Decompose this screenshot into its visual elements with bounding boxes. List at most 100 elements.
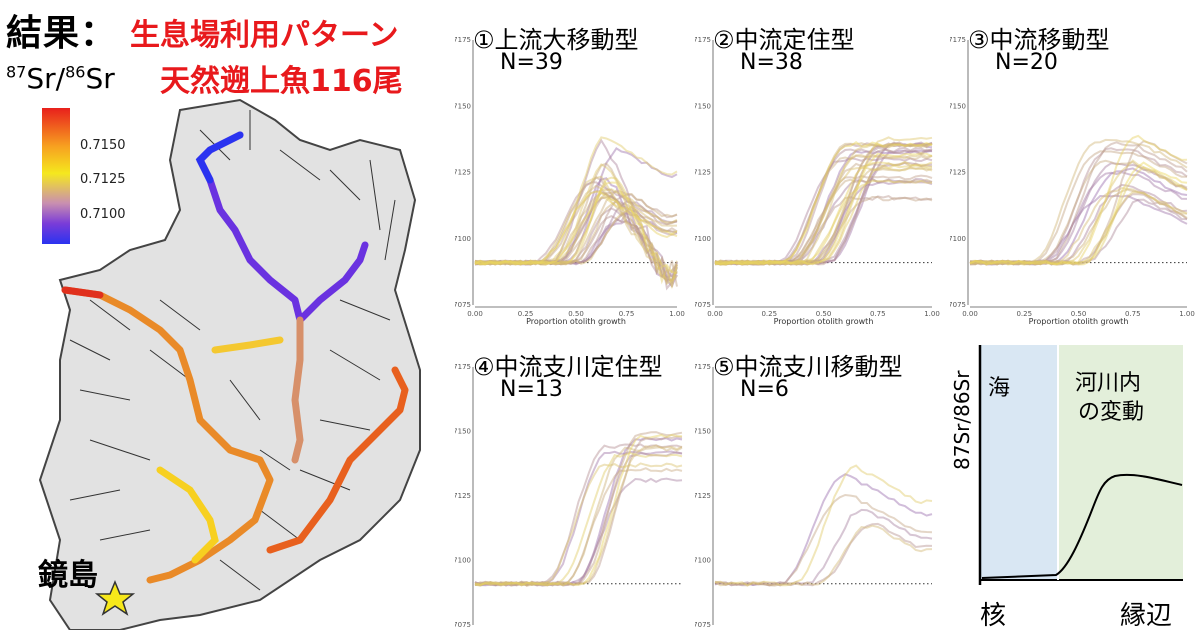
series-line [474,181,678,275]
y-tick-label: 0.7150 [455,102,471,110]
series-line [969,166,1188,266]
sea-label: 海 [988,376,1011,401]
series-line [969,193,1188,266]
y-tick-label: 0.7125 [455,169,471,177]
series-line [474,196,678,266]
y-tick-label: 0.7125 [695,492,711,500]
y-tick-label: 0.7100 [950,235,966,243]
chart-plot: 0.7075 0.7100 0.7125 0.7150 0.7175 0.00 0.25 0.… [950,36,1195,326]
x-tick-label: 0.75 [619,310,635,318]
series-line [714,142,933,266]
series-line [474,205,678,266]
series-line [714,166,933,266]
series-line [714,154,933,266]
y-tick-label: 0.7175 [455,363,471,371]
series-line [969,167,1188,266]
series-line [474,176,678,290]
series-line [474,446,683,587]
series-line [714,473,933,587]
series-line [474,191,678,287]
chart-title: ②中流定住型 [713,26,855,54]
series-line [714,177,933,266]
series-line [969,134,1188,266]
river-middle [291,316,304,464]
x-tick-label: 0.00 [707,310,723,318]
colorbar-tick: 0.7125 [80,172,126,187]
series-line [714,164,933,266]
chart-title: ④中流支川定住型 [473,353,663,381]
colorbar [42,108,70,244]
series-line [969,141,1188,266]
x-tick-label: 0.25 [1016,310,1032,318]
series-line [474,147,678,266]
series-line [714,166,933,266]
series-line [474,181,678,266]
series-line [714,142,933,266]
slide-title: 結果： [6,13,118,54]
chart-panel: 0.7075 0.7100 0.7125 0.7150 0.7175 0.00 0.25 0.… [695,18,940,333]
edge-label: 縁辺 [1120,601,1173,631]
x-tick-label: 0.00 [962,310,978,318]
series-line [714,181,933,266]
sea-region [980,345,1058,580]
y-tick-label: 0.7175 [950,36,966,44]
series-line [474,163,678,286]
star-marker [94,580,136,616]
chart-plot: 0.7075 0.7100 0.7125 0.7150 0.7175 0.00 0.25 0.… [695,36,940,326]
series-line [474,177,678,288]
series-line [714,160,933,266]
y-tick-label: 0.7150 [950,102,966,110]
series-line [474,444,683,587]
x-tick-label: 0.75 [1125,310,1141,318]
series-line [714,508,933,587]
series-line [714,153,933,266]
series-line [969,159,1188,266]
series-line [714,148,933,266]
x-tick-label: 1.00 [924,310,940,318]
schematic-curve [981,473,1183,579]
series-line [714,178,933,266]
river-upper-head [195,131,244,184]
series-line [474,136,678,266]
series-line [474,200,678,283]
series-line [474,138,678,281]
chart-panel: 0.7075 0.7100 0.7125 0.7150 0.7175④中流支川定住型N=… [455,345,690,630]
series-line [969,183,1188,266]
y-tick-label: 0.7100 [695,557,711,565]
y-tick-label: 0.7100 [455,235,471,243]
river-map [38,98,421,630]
series-line [714,464,933,587]
series-line [714,524,933,587]
series-line [714,195,933,266]
series-line [969,140,1188,266]
y-tick-label: 0.7075 [455,301,471,309]
series-line [969,191,1188,266]
x-axis-label: Proportion otolith growth [1029,317,1129,326]
series-line [714,142,933,266]
y-tick-label: 0.7125 [455,492,471,500]
series-line [474,467,683,587]
series-line [474,189,678,266]
series-line [474,431,683,587]
series-line [474,450,683,587]
series-line [714,156,933,266]
series-line [969,171,1188,266]
x-tick-label: 1.00 [1179,310,1195,318]
chart-plot: 0.7075 0.7100 0.7125 0.7150 0.7175 [695,363,933,629]
series-line [714,493,933,587]
sample-size: N=13 [500,377,563,402]
sample-size: N=38 [740,50,803,75]
series-line [969,198,1188,266]
isotope-label: 87Sr/86Sr [6,62,115,95]
sample-size: N=6 [740,377,789,402]
y-tick-label: 0.7075 [455,621,471,629]
y-tick-label: 0.7075 [950,301,966,309]
series-line [714,152,933,266]
x-tick-label: 0.75 [870,310,886,318]
y-tick-label: 0.7075 [695,621,711,629]
river-east [266,366,409,554]
y-tick-label: 0.7150 [695,102,711,110]
series-line [474,190,678,266]
series-line [969,159,1188,266]
x-tick-label: 0.25 [761,310,777,318]
